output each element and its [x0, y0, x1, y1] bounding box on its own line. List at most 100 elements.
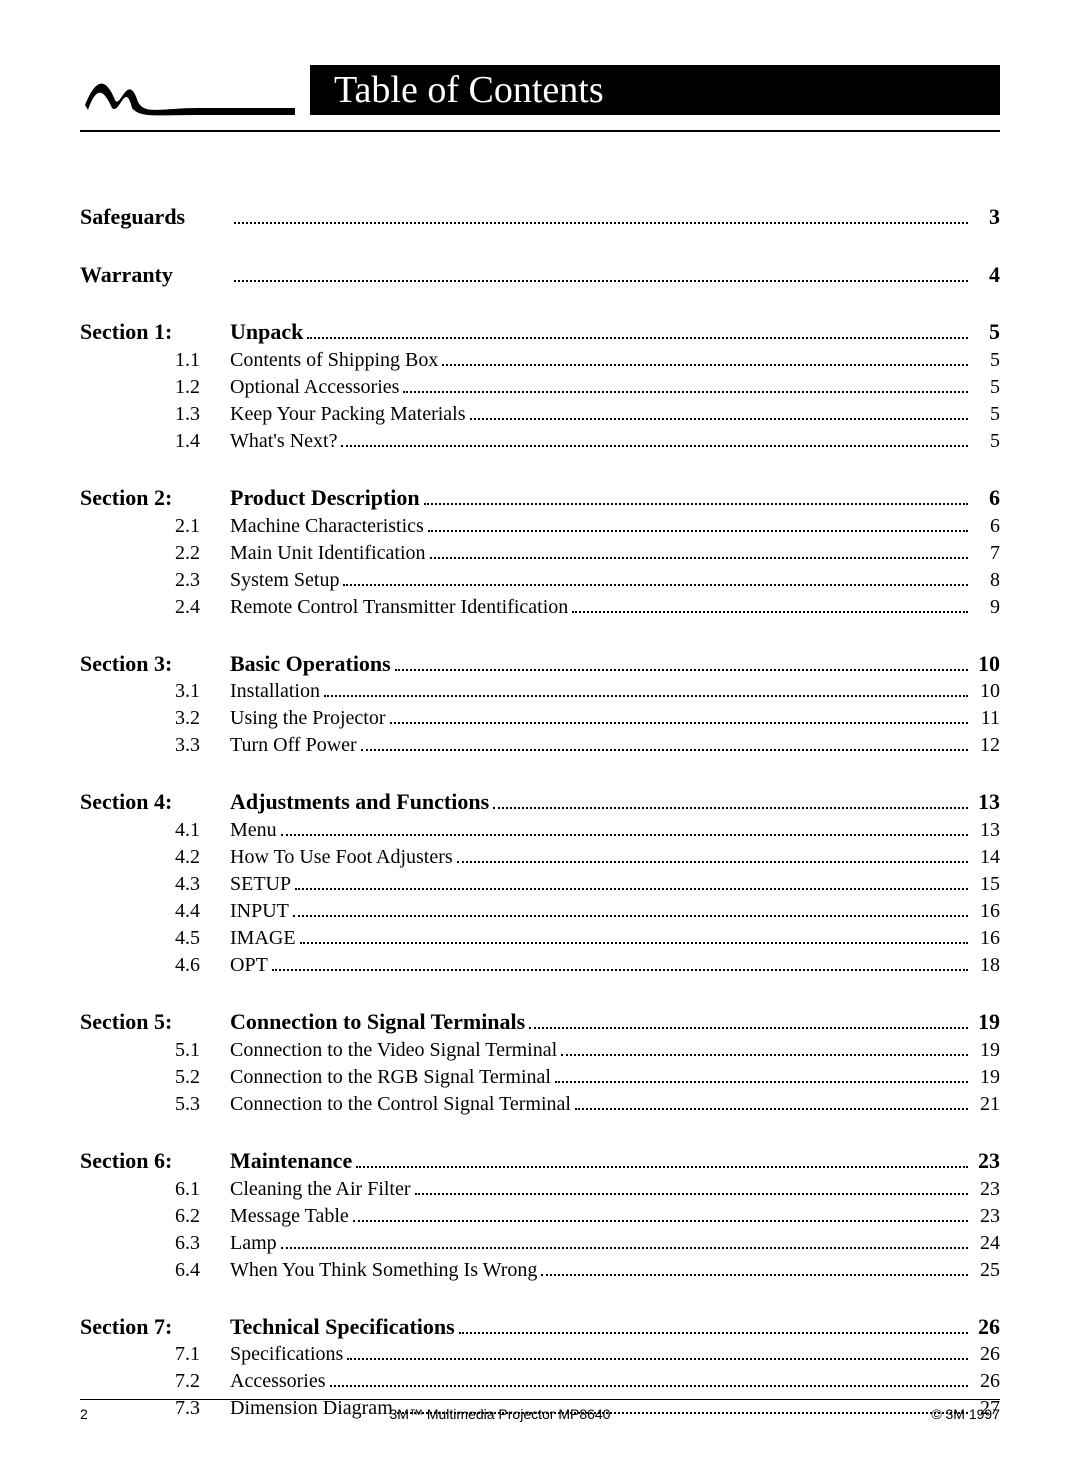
- toc-subsection-title: INPUT: [230, 898, 289, 925]
- toc-leader-dots: [330, 1385, 968, 1387]
- page: Table of Contents Safeguards3Warranty4Se…: [0, 0, 1080, 1462]
- toc-subsection: 4.3SETUP 15: [80, 871, 1000, 898]
- toc-subsection-title: Lamp: [230, 1230, 277, 1257]
- toc-page-number: 10: [972, 678, 1000, 705]
- toc-subsection: 7.1Specifications26: [80, 1341, 1000, 1368]
- toc-page-number: 16: [972, 898, 1000, 925]
- toc-page-number: 13: [972, 787, 1000, 817]
- toc-section-label: Section 2:: [80, 483, 230, 513]
- toc-page-number: 6: [972, 513, 1000, 540]
- toc-subsection-title: Turn Off Power: [230, 732, 357, 759]
- header-row: Table of Contents: [80, 60, 1000, 120]
- toc-subsection: 3.2Using the Projector11: [80, 705, 1000, 732]
- toc-subsection-title: SETUP: [230, 871, 291, 898]
- toc-leader-dots: [493, 807, 968, 809]
- toc-leader-dots: [470, 418, 968, 420]
- toc-leader-dots: [424, 503, 968, 505]
- toc-leader-dots: [415, 1193, 968, 1195]
- toc-subsection: 4.1Menu13: [80, 817, 1000, 844]
- toc-section-heading: Section 6:Maintenance 23: [80, 1146, 1000, 1176]
- toc-subsection: 4.4INPUT16: [80, 898, 1000, 925]
- toc-leader-dots: [572, 611, 968, 613]
- toc-page-number: 23: [972, 1176, 1000, 1203]
- toc-page-number: 26: [972, 1368, 1000, 1395]
- toc-page-number: 14: [972, 844, 1000, 871]
- toc-section-heading: Section 7:Technical Specifications26: [80, 1312, 1000, 1342]
- toc-section-label: Section 3:: [80, 649, 230, 679]
- toc-page-number: 26: [972, 1312, 1000, 1342]
- toc-page-number: 5: [972, 428, 1000, 455]
- toc-subsection-number: 6.2: [80, 1203, 230, 1230]
- toc-section-heading: Section 4:Adjustments and Functions13: [80, 787, 1000, 817]
- toc-leader-dots: [457, 861, 968, 863]
- toc-leader-dots: [361, 749, 968, 751]
- toc-section-title: Maintenance: [230, 1146, 352, 1176]
- toc-subsection-number: 5.1: [80, 1037, 230, 1064]
- toc-subsection-number: 4.2: [80, 844, 230, 871]
- toc-section-label: Section 5:: [80, 1007, 230, 1037]
- toc-subsection-title: Optional Accessories: [230, 374, 399, 401]
- footer-product: 3M™ Multimedia Projector MP8640: [120, 1406, 880, 1422]
- toc-subsection: 5.3Connection to the Control Signal Term…: [80, 1091, 1000, 1118]
- toc-leader-dots: [356, 1166, 968, 1168]
- toc-page-number: 24: [972, 1230, 1000, 1257]
- toc-subsection: 5.1Connection to the Video Signal Termin…: [80, 1037, 1000, 1064]
- toc-leader-dots: [234, 280, 968, 282]
- toc-subsection-title: Message Table: [230, 1203, 349, 1230]
- toc-subsection-title: Menu: [230, 817, 277, 844]
- toc-subsection-title: Installation: [230, 678, 320, 705]
- toc-subsection: 4.5IMAGE16: [80, 925, 1000, 952]
- toc-page-number: 26: [972, 1341, 1000, 1368]
- toc-page-number: 10: [972, 649, 1000, 679]
- toc-leader-dots: [442, 364, 968, 366]
- footer-rule: [80, 1399, 1000, 1400]
- toc-subsection-number: 4.1: [80, 817, 230, 844]
- toc-page-number: 4: [972, 260, 1000, 290]
- toc-subsection: 4.2How To Use Foot Adjusters 14: [80, 844, 1000, 871]
- toc-leader-dots: [341, 445, 968, 447]
- toc-leader-dots: [390, 722, 968, 724]
- toc-leader-dots: [403, 391, 968, 393]
- toc-page-number: 6: [972, 483, 1000, 513]
- toc-section-title: Connection to Signal Terminals: [230, 1007, 525, 1037]
- toc-subsection-number: 1.4: [80, 428, 230, 455]
- toc-leader-dots: [561, 1054, 968, 1056]
- footer: 2 3M™ Multimedia Projector MP8640 © 3M 1…: [80, 1399, 1000, 1422]
- toc-section-title: Basic Operations: [230, 649, 391, 679]
- toc-subsection: 5.2Connection to the RGB Signal Terminal…: [80, 1064, 1000, 1091]
- toc-page-number: 23: [972, 1146, 1000, 1176]
- toc-subsection: 1.1Contents of Shipping Box5: [80, 347, 1000, 374]
- toc-subsection-title: Using the Projector: [230, 705, 386, 732]
- toc-section-heading: Section 3:Basic Operations 10: [80, 649, 1000, 679]
- toc-subsection-title: Connection to the RGB Signal Terminal: [230, 1064, 551, 1091]
- toc-subsection-title: System Setup: [230, 567, 339, 594]
- toc-section-label: Safeguards: [80, 202, 230, 232]
- toc-subsection-title: How To Use Foot Adjusters: [230, 844, 453, 871]
- footer-page-number: 2: [80, 1406, 120, 1422]
- toc-subsection-number: 2.2: [80, 540, 230, 567]
- toc-leader-dots: [395, 669, 968, 671]
- toc-subsection-number: 2.3: [80, 567, 230, 594]
- toc-leader-dots: [541, 1274, 968, 1276]
- toc-section-heading: Section 2:Product Description6: [80, 483, 1000, 513]
- toc-subsection-title: Keep Your Packing Materials: [230, 401, 466, 428]
- toc-page-number: 18: [972, 952, 1000, 979]
- toc-page-number: 23: [972, 1203, 1000, 1230]
- toc-section-label: Section 6:: [80, 1146, 230, 1176]
- toc-subsection: 2.1Machine Characteristics6: [80, 513, 1000, 540]
- toc-subsection-title: When You Think Something Is Wrong: [230, 1257, 537, 1284]
- toc-subsection-number: 4.3: [80, 871, 230, 898]
- toc-subsection-number: 1.2: [80, 374, 230, 401]
- toc-subsection-title: OPT: [230, 952, 268, 979]
- toc-subsection: 4.6OPT18: [80, 952, 1000, 979]
- toc-subsection-number: 6.1: [80, 1176, 230, 1203]
- toc-subsection-number: 6.4: [80, 1257, 230, 1284]
- toc-subsection-title: Connection to the Video Signal Terminal: [230, 1037, 557, 1064]
- toc-leader-dots: [459, 1332, 968, 1334]
- toc-page-number: 15: [972, 871, 1000, 898]
- toc-page-number: 12: [972, 732, 1000, 759]
- toc-section-label: Section 1:: [80, 317, 230, 347]
- toc-page-number: 16: [972, 925, 1000, 952]
- toc-page-number: 5: [972, 317, 1000, 347]
- toc-subsection-number: 3.2: [80, 705, 230, 732]
